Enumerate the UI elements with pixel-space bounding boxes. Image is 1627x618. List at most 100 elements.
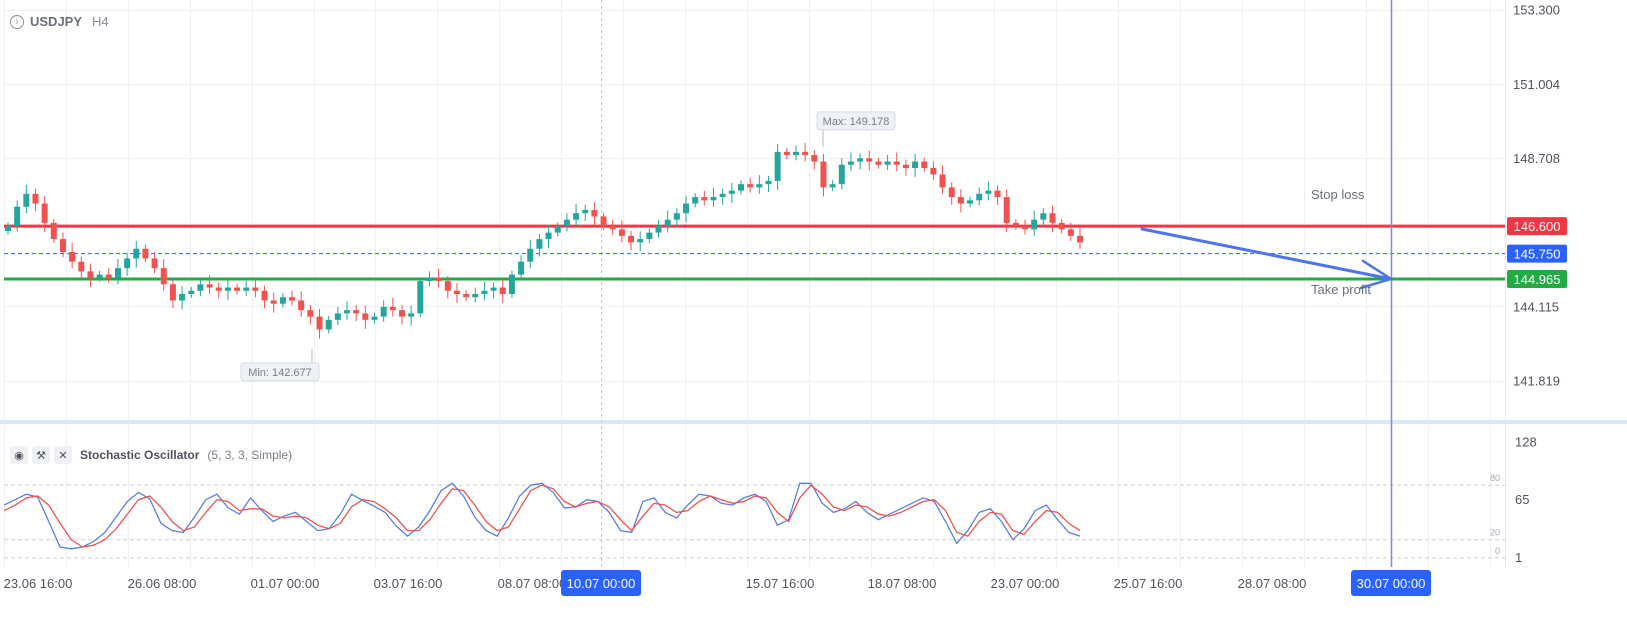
- candle-body: [50, 222, 57, 240]
- candle-body: [710, 197, 717, 201]
- oscillator-axis-tick-label: 128: [1515, 434, 1537, 449]
- stochastic-k-line: [3, 482, 1081, 550]
- price-axis-tick-label: 141.819: [1513, 374, 1560, 389]
- stochastic-d-line: [3, 484, 1081, 548]
- candle-body: [279, 297, 286, 304]
- candle-body: [829, 184, 836, 188]
- time-axis-tick-label: 08.07 08:00: [498, 576, 567, 591]
- eye-icon[interactable]: ◉: [10, 446, 28, 464]
- candle-body: [728, 190, 735, 194]
- candle-body: [655, 226, 662, 233]
- candle-body: [976, 193, 983, 201]
- price-axis-tick-label: 153.300: [1513, 3, 1560, 18]
- price-badge-label: 146.600: [1514, 219, 1561, 234]
- candle-body: [1049, 213, 1056, 223]
- candle-body: [628, 235, 635, 243]
- price-badge: [1507, 269, 1567, 288]
- candle-body: [508, 274, 515, 294]
- close-icon[interactable]: ✕: [54, 446, 72, 464]
- oscillator-axis-tick-label: 1: [1515, 550, 1522, 565]
- price-axis-tick-label: 148.708: [1513, 151, 1560, 166]
- candle-body: [765, 180, 772, 185]
- candle-body: [618, 229, 625, 236]
- candle-body: [105, 274, 112, 278]
- candle-body: [1012, 222, 1019, 227]
- candle-body: [408, 313, 415, 317]
- time-axis-tick-label: 18.07 08:00: [868, 576, 937, 591]
- price-badge-label: 145.750: [1514, 247, 1561, 262]
- candle-body: [1003, 197, 1010, 223]
- candle-body: [499, 287, 506, 294]
- candle-body: [957, 197, 964, 204]
- candle-body: [802, 151, 809, 156]
- candle-body: [398, 310, 405, 317]
- wrench-icon[interactable]: ⚒: [32, 446, 50, 464]
- candle-body: [124, 258, 131, 269]
- candle-body: [151, 258, 158, 269]
- candle-body: [857, 158, 864, 162]
- time-axis-tick-label: 01.07 00:00: [251, 576, 320, 591]
- candle-body: [573, 213, 580, 220]
- candle-body: [921, 161, 928, 168]
- info-icon[interactable]: i: [10, 14, 24, 29]
- time-axis-tick-label: 25.07 16:00: [1114, 576, 1183, 591]
- candle-body: [783, 151, 790, 156]
- candle-body: [362, 313, 369, 320]
- candle-body: [939, 174, 946, 188]
- symbol-label[interactable]: USDJPY: [30, 14, 83, 29]
- candle-body: [930, 168, 937, 175]
- time-axis-tick-label: 15.07 16:00: [746, 576, 815, 591]
- price-badge: [1507, 244, 1567, 263]
- candle-body: [1058, 222, 1065, 230]
- candle-body: [591, 210, 598, 217]
- candle-body: [866, 158, 873, 162]
- candle-body: [545, 232, 552, 240]
- candle-body: [215, 287, 222, 291]
- candle-body: [307, 310, 314, 317]
- candle-body: [893, 161, 900, 165]
- candle-body: [234, 287, 241, 291]
- time-cursor-label: 30.07 00:00: [1357, 576, 1426, 591]
- candle-body: [683, 203, 690, 214]
- candle-body: [673, 213, 680, 220]
- forecast-arrow: [1140, 227, 1393, 281]
- candle-body: [737, 184, 744, 191]
- candle-body: [169, 284, 176, 301]
- candle-body: [847, 161, 854, 165]
- candle-body: [142, 248, 149, 259]
- price-axis-tick-label: 151.004: [1513, 77, 1560, 92]
- oscillator-header: ◉ ⚒ ✕ Stochastic Oscillator (5, 3, 3, Si…: [10, 446, 292, 464]
- candle-body: [344, 310, 351, 314]
- candle-body: [261, 290, 268, 301]
- oscillator-level-label: 20: [1490, 528, 1500, 538]
- candle-body: [206, 284, 213, 288]
- candle-body: [554, 226, 561, 233]
- candle-body: [334, 313, 341, 320]
- candle-body: [5, 226, 11, 231]
- candle-body: [994, 190, 1001, 198]
- candle-body: [563, 219, 570, 227]
- price-axis-tick-label: 144.115: [1513, 299, 1559, 314]
- candle-body: [609, 226, 616, 230]
- take-profit-label: Take profit: [1311, 282, 1371, 297]
- candle-body: [600, 216, 607, 227]
- time-axis-tick-label: 26.06 08:00: [128, 576, 197, 591]
- candle-body: [435, 277, 442, 282]
- candle-body: [756, 184, 763, 188]
- candle-body: [664, 219, 671, 227]
- candle-body: [114, 268, 121, 278]
- candle-body: [426, 277, 433, 282]
- candle-body: [472, 294, 479, 298]
- candle-body: [224, 287, 231, 291]
- time-cursor-label: 10.07 00:00: [567, 576, 636, 591]
- oscillator-params: (5, 3, 3, Simple): [207, 448, 293, 462]
- candle-body: [59, 239, 66, 252]
- timeframe-label[interactable]: H4: [92, 14, 109, 29]
- candle-body: [417, 281, 424, 314]
- oscillator-name: Stochastic Oscillator: [80, 448, 200, 462]
- max-label: Max: 149.178: [823, 116, 890, 128]
- candle-body: [1077, 235, 1083, 243]
- candle-body: [646, 232, 653, 240]
- min-label-box: [240, 362, 320, 382]
